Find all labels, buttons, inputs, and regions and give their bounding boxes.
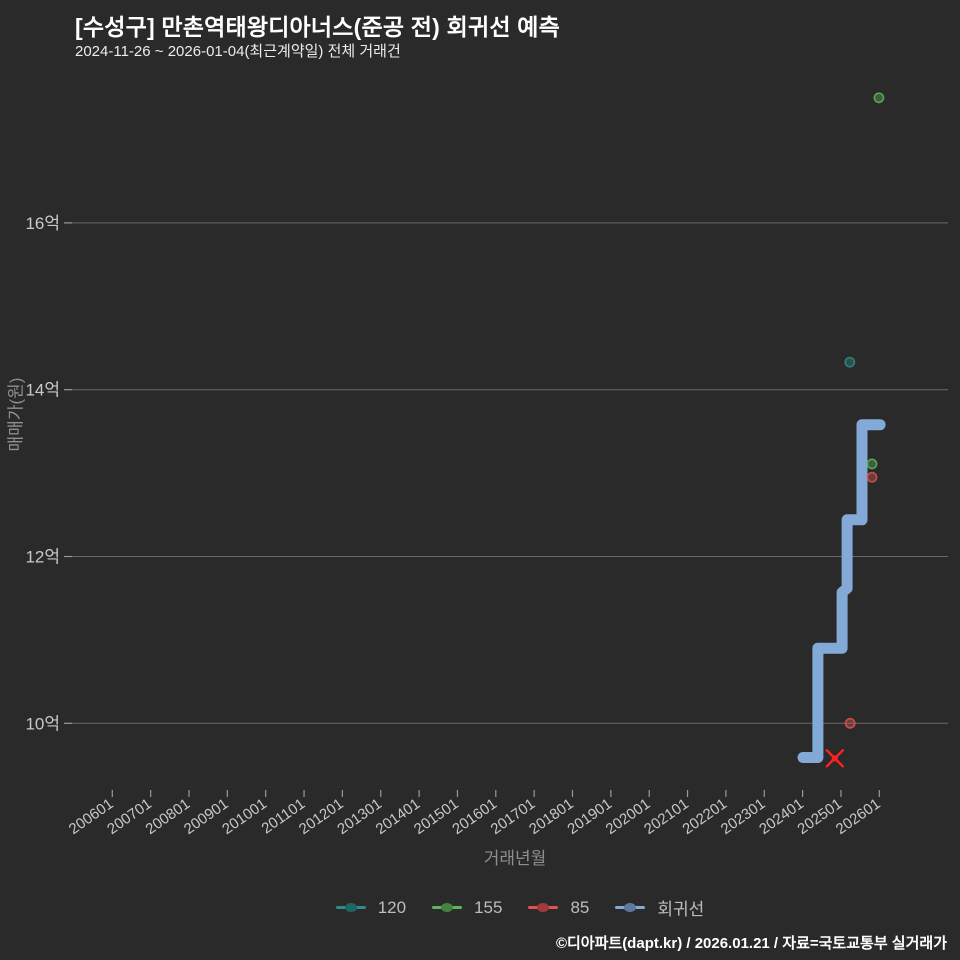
regression-line: [797, 419, 886, 763]
legend-marker-icon: [528, 903, 559, 913]
data-point-155: [873, 92, 885, 104]
legend-item-120[interactable]: 120: [335, 897, 407, 918]
legend-item-155[interactable]: 155: [432, 898, 502, 918]
legend-marker-icon: [432, 903, 463, 913]
data-point-85: [866, 471, 878, 483]
legend-label: 회귀선: [657, 900, 705, 919]
y-tick-label: 14억: [25, 381, 60, 400]
x-tick-label: 201001: [219, 795, 270, 838]
y-tick-label: 10억: [25, 714, 60, 733]
chart-title: [수성구] 만촌역태왕디아너스(준공 전) 회귀선 예측: [75, 14, 560, 40]
x-axis-title: 거래년월: [483, 849, 547, 868]
y-tick-label: 16억: [25, 214, 60, 233]
chart-subtitle: 2024-11-26 ~ 2026-01-04(최근계약일) 전체 거래건: [75, 43, 401, 60]
x-tick-label: 202601: [833, 795, 884, 838]
data-point-85: [844, 717, 856, 729]
legend-label: 120: [377, 897, 407, 917]
legend-marker-icon: [335, 903, 366, 913]
data-point-155: [866, 458, 878, 470]
y-tick-label: 12억: [25, 548, 60, 567]
legend-marker-icon: [615, 903, 646, 913]
legend-label: 85: [570, 897, 590, 917]
footer-credit: ©디아파트(dapt.kr) / 2026.01.21 / 자료=국토교통부 실…: [555, 935, 947, 952]
data-point-120: [844, 356, 856, 368]
legend: 120 155 85 회귀선: [0, 895, 960, 920]
legend-item-85[interactable]: 85: [528, 898, 589, 918]
legend-item-회귀선[interactable]: 회귀선: [615, 895, 704, 920]
latest-contract-x-marker-center: [831, 755, 838, 762]
legend-label: 155: [474, 897, 503, 917]
